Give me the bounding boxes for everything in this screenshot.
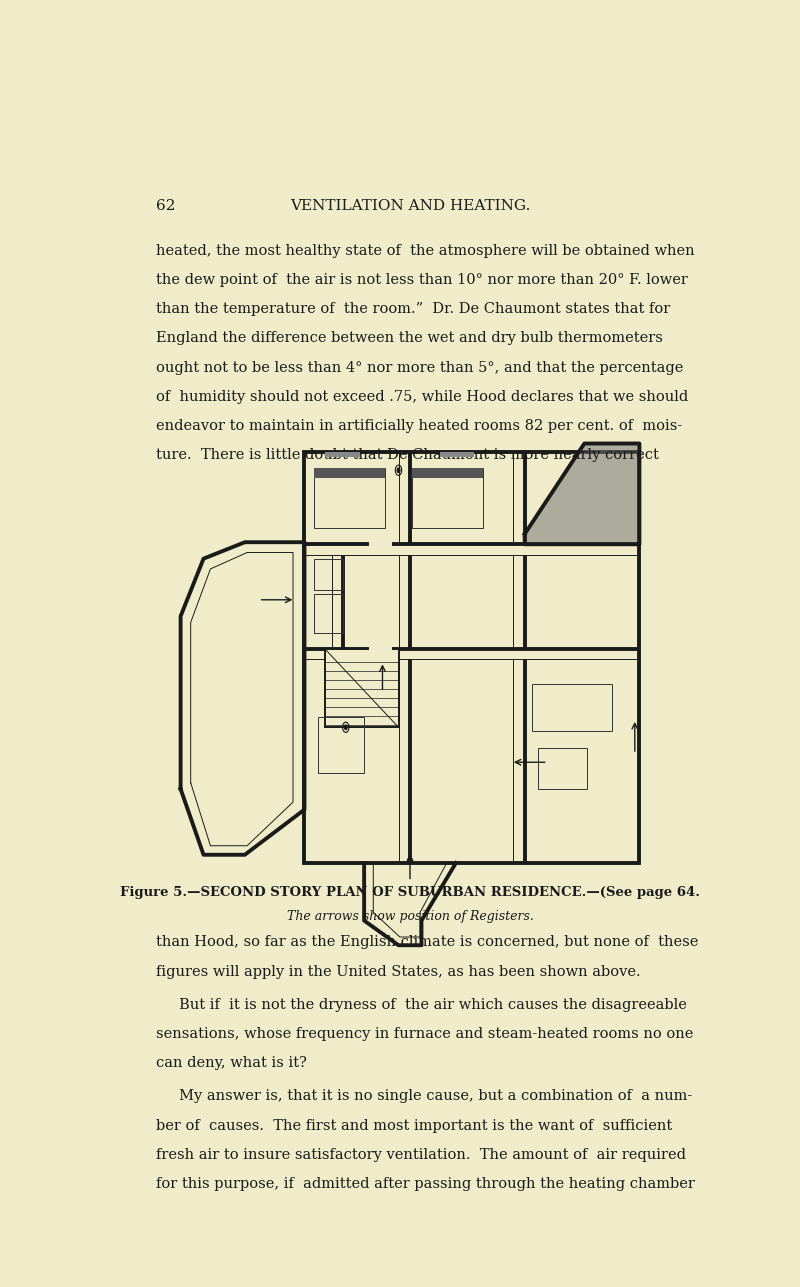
Text: than the temperature of  the room.”  Dr. De Chaumont states that for: than the temperature of the room.” Dr. D… — [156, 302, 670, 317]
Bar — [305, 452, 639, 864]
Text: fresh air to insure satisfactory ventilation.  The amount of  air required: fresh air to insure satisfactory ventila… — [156, 1148, 686, 1162]
Bar — [369, 641, 392, 655]
Text: But if  it is not the dryness of  the air which causes the disagreeable: But if it is not the dryness of the air … — [156, 997, 686, 1012]
Polygon shape — [525, 444, 639, 544]
Text: 62: 62 — [156, 199, 175, 214]
Text: sensations, whose frequency in furnace and steam-heated rooms no one: sensations, whose frequency in furnace a… — [156, 1027, 693, 1041]
Bar — [412, 468, 483, 479]
Text: can deny, what is it?: can deny, what is it? — [156, 1057, 306, 1071]
Text: Figure 5.—SECOND STORY PLAN OF SUBURBAN RESIDENCE.—(See page 64.: Figure 5.—SECOND STORY PLAN OF SUBURBAN … — [120, 885, 700, 898]
Text: VENTILATION AND HEATING.: VENTILATION AND HEATING. — [290, 199, 530, 214]
Circle shape — [397, 468, 400, 472]
Text: ber of  causes.  The first and most important is the want of  sufficient: ber of causes. The first and most import… — [156, 1118, 672, 1133]
Text: The arrows show position of Registers.: The arrows show position of Registers. — [286, 910, 534, 923]
Bar — [314, 468, 385, 528]
Text: ought not to be less than 4° nor more than 5°, and that the percentage: ought not to be less than 4° nor more th… — [156, 360, 683, 375]
Bar — [538, 748, 586, 789]
Text: ture.  There is little doubt that De Chaumont is more nearly correct: ture. There is little doubt that De Chau… — [156, 448, 658, 462]
Bar — [531, 685, 612, 731]
Bar — [325, 649, 398, 727]
Bar — [314, 559, 343, 589]
Text: the dew point of  the air is not less than 10° nor more than 20° F. lower: the dew point of the air is not less tha… — [156, 273, 688, 287]
Text: endeavor to maintain in artificially heated rooms 82 per cent. of  mois-: endeavor to maintain in artificially hea… — [156, 420, 682, 432]
Bar — [440, 452, 474, 457]
Text: of  humidity should not exceed .75, while Hood declares that we should: of humidity should not exceed .75, while… — [156, 390, 688, 404]
Bar — [325, 452, 359, 457]
Text: heated, the most healthy state of  the atmosphere will be obtained when: heated, the most healthy state of the at… — [156, 243, 694, 257]
Text: than Hood, so far as the English climate is concerned, but none of  these: than Hood, so far as the English climate… — [156, 936, 698, 950]
Text: for this purpose, if  admitted after passing through the heating chamber: for this purpose, if admitted after pass… — [156, 1178, 694, 1192]
Bar — [412, 468, 483, 528]
Circle shape — [344, 725, 347, 730]
Bar — [314, 468, 385, 479]
Bar — [314, 593, 343, 633]
Text: figures will apply in the United States, as has been shown above.: figures will apply in the United States,… — [156, 964, 641, 978]
Bar — [318, 717, 364, 772]
Bar — [369, 538, 392, 552]
Text: My answer is, that it is no single cause, but a combination of  a num-: My answer is, that it is no single cause… — [156, 1089, 692, 1103]
Text: England the difference between the wet and dry bulb thermometers: England the difference between the wet a… — [156, 331, 662, 345]
